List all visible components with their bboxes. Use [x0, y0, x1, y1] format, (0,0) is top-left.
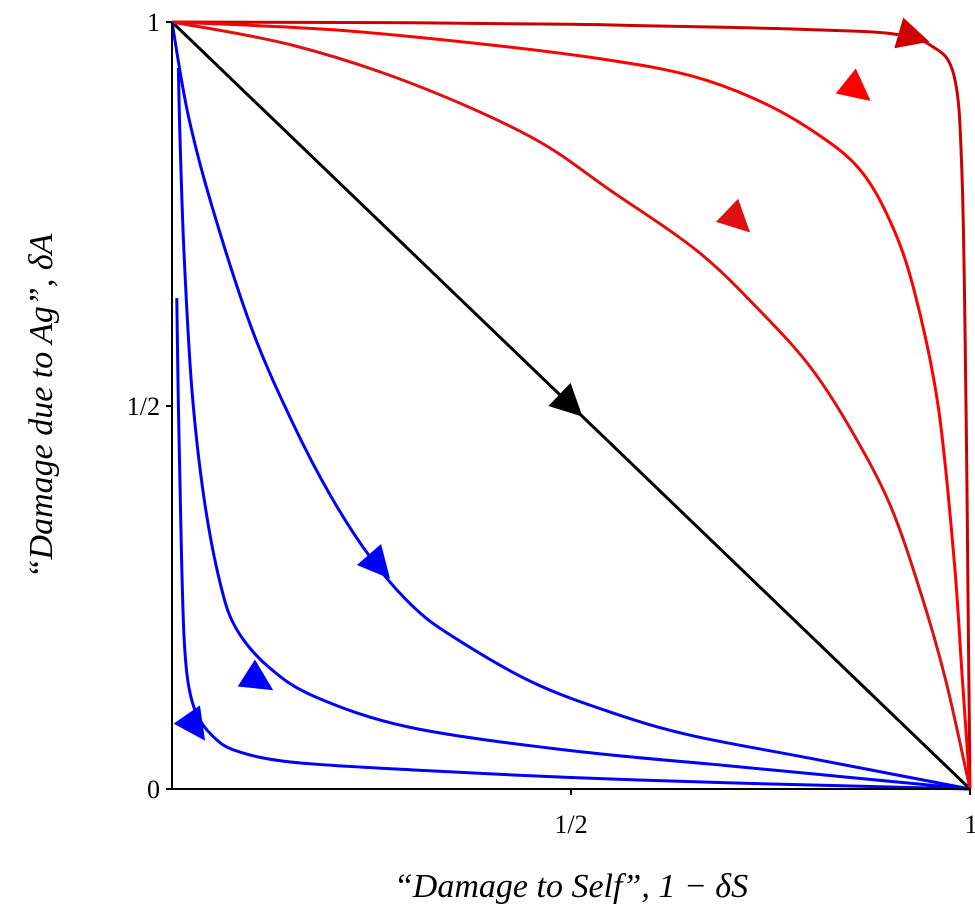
direction-arrow-4 — [715, 198, 751, 233]
x-tick-label-1: 1 — [965, 810, 975, 839]
trajectory-line-7 — [175, 298, 971, 791]
direction-arrow-3 — [835, 68, 871, 102]
trajectory-line-3 — [171, 20, 972, 790]
curves-layer — [170, 20, 972, 791]
y-tick-label-1: 1 — [147, 8, 160, 37]
y-axis-label: “Damage due to Ag”, δA — [23, 233, 60, 578]
x-axis-label: “Damage to Self”, 1 − δS — [394, 868, 748, 905]
direction-arrow-1 — [548, 382, 583, 417]
arrows-layer — [173, 17, 930, 741]
y-tick-label-half: 1/2 — [127, 392, 160, 421]
trajectory-line-4 — [171, 20, 972, 790]
direction-arrow-7 — [173, 705, 206, 741]
trajectory-line-5 — [170, 21, 971, 791]
x-tick-label-half: 1/2 — [554, 810, 587, 839]
direction-arrow-2 — [894, 17, 930, 49]
trajectory-line-6 — [176, 67, 971, 791]
direction-arrow-6 — [237, 659, 274, 691]
direction-arrow-5 — [356, 543, 390, 579]
y-tick-label-0: 0 — [147, 775, 160, 804]
